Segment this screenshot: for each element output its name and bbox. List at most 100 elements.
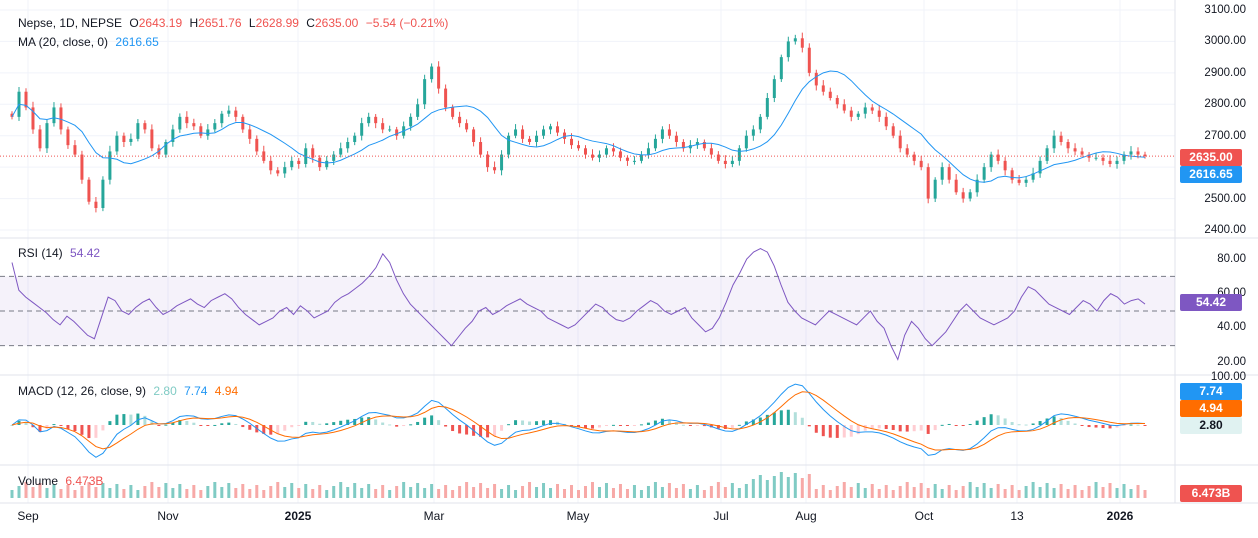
- volume-bar: [507, 485, 511, 498]
- volume-bar: [772, 476, 776, 498]
- volume-bar: [1045, 483, 1049, 498]
- volume-bar: [269, 486, 273, 498]
- volume-bar: [493, 484, 497, 498]
- candle-body: [528, 138, 532, 142]
- ma-line-path: [11, 70, 1146, 183]
- macd-histogram-bar: [674, 422, 678, 425]
- candlestick-series[interactable]: [10, 32, 1147, 213]
- candle-body: [276, 170, 280, 174]
- volume-bar: [989, 488, 993, 498]
- volume-bar: [115, 484, 119, 498]
- price-axis-label: 2500.00: [1204, 193, 1246, 205]
- volume-bar: [283, 487, 287, 498]
- macd-histogram-bar: [975, 420, 979, 425]
- macd-histogram-bar: [1115, 425, 1119, 428]
- candle-body: [66, 129, 70, 146]
- macd-histogram-bar: [660, 418, 664, 425]
- candle-body: [1129, 151, 1133, 155]
- candle-body: [933, 179, 937, 199]
- candle-body: [653, 138, 657, 149]
- candle-body: [926, 167, 930, 199]
- rsi-axis-label: 80.00: [1217, 253, 1246, 265]
- candle-body: [1108, 160, 1112, 164]
- macd-legend[interactable]: MACD (12, 26, close, 9) 2.80 7.74 4.94: [18, 383, 242, 399]
- volume-bar: [842, 482, 846, 498]
- macd-histogram-bar: [989, 414, 993, 425]
- candle-body: [136, 123, 140, 139]
- symbol-name[interactable]: Nepse, 1D, NEPSE: [18, 16, 123, 30]
- macd-histogram-bar: [1143, 425, 1147, 426]
- volume-bar: [1010, 485, 1014, 498]
- candle-body: [842, 104, 846, 111]
- candle-body: [611, 148, 615, 152]
- symbol-legend[interactable]: Nepse, 1D, NEPSE O2643.19 H2651.76 L2628…: [18, 15, 452, 31]
- rsi-legend[interactable]: RSI (14) 54.42: [18, 245, 104, 261]
- volume-bar: [716, 482, 720, 498]
- macd-histogram-bar: [1122, 425, 1126, 426]
- volume-bar: [849, 487, 853, 498]
- ma-label[interactable]: MA (20, close, 0): [18, 35, 109, 49]
- candle-body: [1003, 160, 1007, 171]
- volume-bar: [604, 483, 608, 498]
- candle-body: [570, 138, 574, 146]
- macd-histogram-bar: [926, 425, 930, 434]
- macd-histogram-bar: [10, 425, 14, 426]
- volume-bar: [653, 482, 657, 498]
- candle-body: [863, 107, 867, 114]
- candle-body: [583, 148, 587, 155]
- candle-body: [549, 126, 553, 130]
- macd-histogram-bar: [968, 424, 972, 426]
- macd-label[interactable]: MACD (12, 26, close, 9): [18, 384, 147, 398]
- volume-legend[interactable]: Volume 6.473B: [18, 473, 107, 489]
- macd-histogram-bar: [514, 420, 518, 425]
- high-value: 2651.76: [198, 16, 242, 30]
- macd-histogram-bar: [129, 414, 133, 425]
- macd-histogram-bar: [653, 420, 657, 425]
- candle-body: [996, 154, 1000, 161]
- candle-body: [961, 192, 965, 199]
- volume-bar: [325, 490, 329, 498]
- macd-histogram-bar: [332, 422, 336, 425]
- macd-histogram-bar: [877, 425, 881, 429]
- macd-histogram-bar: [430, 415, 434, 425]
- volume-bar: [807, 474, 811, 498]
- macd-histogram-bar: [828, 425, 832, 438]
- candle-body: [975, 179, 979, 193]
- volume-bar: [870, 484, 874, 498]
- macd-histogram-bar: [1136, 424, 1140, 426]
- volume-bar: [73, 490, 77, 498]
- last-price-tag: 2635.00: [1180, 149, 1242, 166]
- macd-histogram-bar: [1129, 424, 1133, 426]
- rsi-label[interactable]: RSI (14): [18, 246, 63, 260]
- volume-bar: [800, 478, 804, 498]
- volume-bar: [1003, 489, 1007, 498]
- close-value: 2635.00: [314, 16, 359, 30]
- macd-histogram-bar: [171, 422, 175, 425]
- volume-bar: [402, 482, 406, 498]
- volume-label[interactable]: Volume: [18, 474, 59, 488]
- macd-histogram-bar: [493, 425, 497, 436]
- volume-bar: [45, 488, 49, 498]
- macd-histogram-bar: [248, 425, 252, 430]
- volume-bar: [367, 484, 371, 498]
- volume-bar: [744, 484, 748, 498]
- candle-body: [639, 154, 643, 161]
- candle-body: [192, 123, 196, 127]
- rsi-band: [0, 275, 1175, 347]
- candle-body: [458, 116, 462, 124]
- rsi-price-tag: 54.42: [1180, 294, 1242, 311]
- candle-body: [814, 72, 818, 86]
- candle-body: [954, 179, 958, 193]
- ma-legend[interactable]: MA (20, close, 0) 2616.65: [18, 34, 163, 50]
- volume-bar: [437, 489, 441, 498]
- volume-bar: [639, 490, 643, 498]
- grid-lines: [0, 0, 1175, 503]
- candle-body: [856, 113, 860, 117]
- volume-bar: [898, 486, 902, 498]
- macd-histogram-bar: [164, 424, 168, 426]
- candle-body: [332, 154, 336, 161]
- rsi-axis-label: 20.00: [1217, 356, 1246, 368]
- volume-bar: [570, 485, 574, 498]
- candle-body: [898, 135, 902, 149]
